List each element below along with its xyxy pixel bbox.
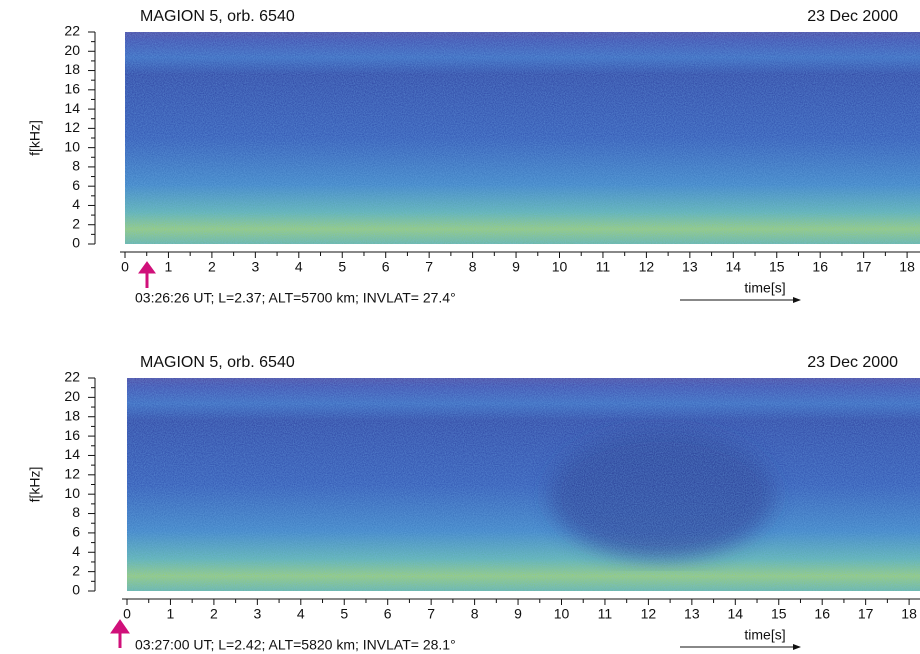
y-tick-label: 22 — [64, 23, 80, 39]
x-tick-label: 9 — [514, 606, 522, 622]
x-tick-label: 3 — [253, 606, 261, 622]
panel-date: 23 Dec 2000 — [807, 354, 898, 371]
y-tick-label: 2 — [72, 562, 80, 578]
x-tick-label: 13 — [682, 259, 698, 275]
x-tick-label: 1 — [165, 259, 173, 275]
y-tick-label: 14 — [64, 100, 80, 116]
y-tick-label: 6 — [72, 524, 80, 540]
panel-title: MAGION 5, orb. 6540 — [140, 8, 295, 25]
y-tick-label: 0 — [72, 235, 80, 251]
x-tick-label: 0 — [123, 606, 131, 622]
x-tick-label: 15 — [771, 606, 787, 622]
x-tick-label: 17 — [856, 259, 872, 275]
x-tick-label: 13 — [684, 606, 700, 622]
x-tick-label: 7 — [425, 259, 433, 275]
y-tick-label: 18 — [64, 407, 80, 423]
y-tick-label: 22 — [64, 369, 80, 385]
annotation: 03:26:26 UT; L=2.37; ALT=5700 km; INVLAT… — [135, 290, 456, 306]
x-tick-label: 18 — [901, 606, 917, 622]
spectrogram-noise — [127, 378, 920, 591]
x-tick-label: 10 — [552, 259, 568, 275]
y-tick-label: 12 — [64, 466, 80, 482]
x-axis-label: time[s] — [744, 280, 785, 296]
x-tick-label: 0 — [121, 259, 129, 275]
annotation: 03:27:00 UT; L=2.42; ALT=5820 km; INVLAT… — [135, 637, 456, 653]
y-tick-label: 4 — [72, 196, 80, 212]
x-tick-label: 12 — [639, 259, 655, 275]
x-tick-label: 14 — [726, 259, 742, 275]
y-tick-label: 2 — [72, 215, 80, 231]
x-tick-label: 8 — [471, 606, 479, 622]
y-tick-label: 16 — [64, 81, 80, 97]
x-tick-label: 1 — [167, 606, 175, 622]
x-tick-label: 2 — [210, 606, 218, 622]
x-tick-label: 11 — [598, 606, 613, 622]
y-tick-label: 20 — [64, 388, 80, 404]
y-tick-label: 10 — [64, 138, 80, 154]
x-tick-label: 7 — [427, 606, 435, 622]
x-tick-label: 6 — [382, 259, 390, 275]
x-tick-label: 14 — [728, 606, 744, 622]
y-tick-label: 0 — [72, 582, 80, 598]
y-tick-label: 16 — [64, 427, 80, 443]
y-tick-label: 4 — [72, 543, 80, 559]
x-tick-label: 16 — [814, 606, 830, 622]
y-tick-label: 14 — [64, 446, 80, 462]
x-tick-label: 9 — [512, 259, 520, 275]
y-tick-label: 12 — [64, 119, 80, 135]
y-tick-label: 8 — [72, 504, 80, 520]
panel-date: 23 Dec 2000 — [807, 8, 898, 25]
y-tick-label: 10 — [64, 485, 80, 501]
y-axis-label: f[kHz] — [27, 467, 43, 503]
y-tick-label: 20 — [64, 42, 80, 58]
x-tick-label: 6 — [384, 606, 392, 622]
x-axis-label: time[s] — [744, 627, 785, 643]
arrow-marker — [110, 261, 156, 648]
x-tick-label: 2 — [208, 259, 216, 275]
y-tick-label: 18 — [64, 61, 80, 77]
x-tick-label: 11 — [596, 259, 611, 275]
x-tick-label: 4 — [295, 259, 303, 275]
x-tick-label: 16 — [812, 259, 828, 275]
x-tick-label: 5 — [340, 606, 348, 622]
x-tick-label: 12 — [641, 606, 657, 622]
y-tick-label: 8 — [72, 158, 80, 174]
x-tick-label: 3 — [251, 259, 259, 275]
x-tick-label: 8 — [469, 259, 477, 275]
y-tick-label: 6 — [72, 177, 80, 193]
x-tick-label: 5 — [338, 259, 346, 275]
x-tick-label: 17 — [858, 606, 874, 622]
x-tick-label: 10 — [554, 606, 570, 622]
x-tick-label: 18 — [899, 259, 915, 275]
x-tick-label: 4 — [297, 606, 305, 622]
x-tick-label: 15 — [769, 259, 785, 275]
y-axis-label: f[kHz] — [27, 120, 43, 156]
spectrogram-noise — [125, 32, 920, 244]
panel-title: MAGION 5, orb. 6540 — [140, 354, 295, 371]
